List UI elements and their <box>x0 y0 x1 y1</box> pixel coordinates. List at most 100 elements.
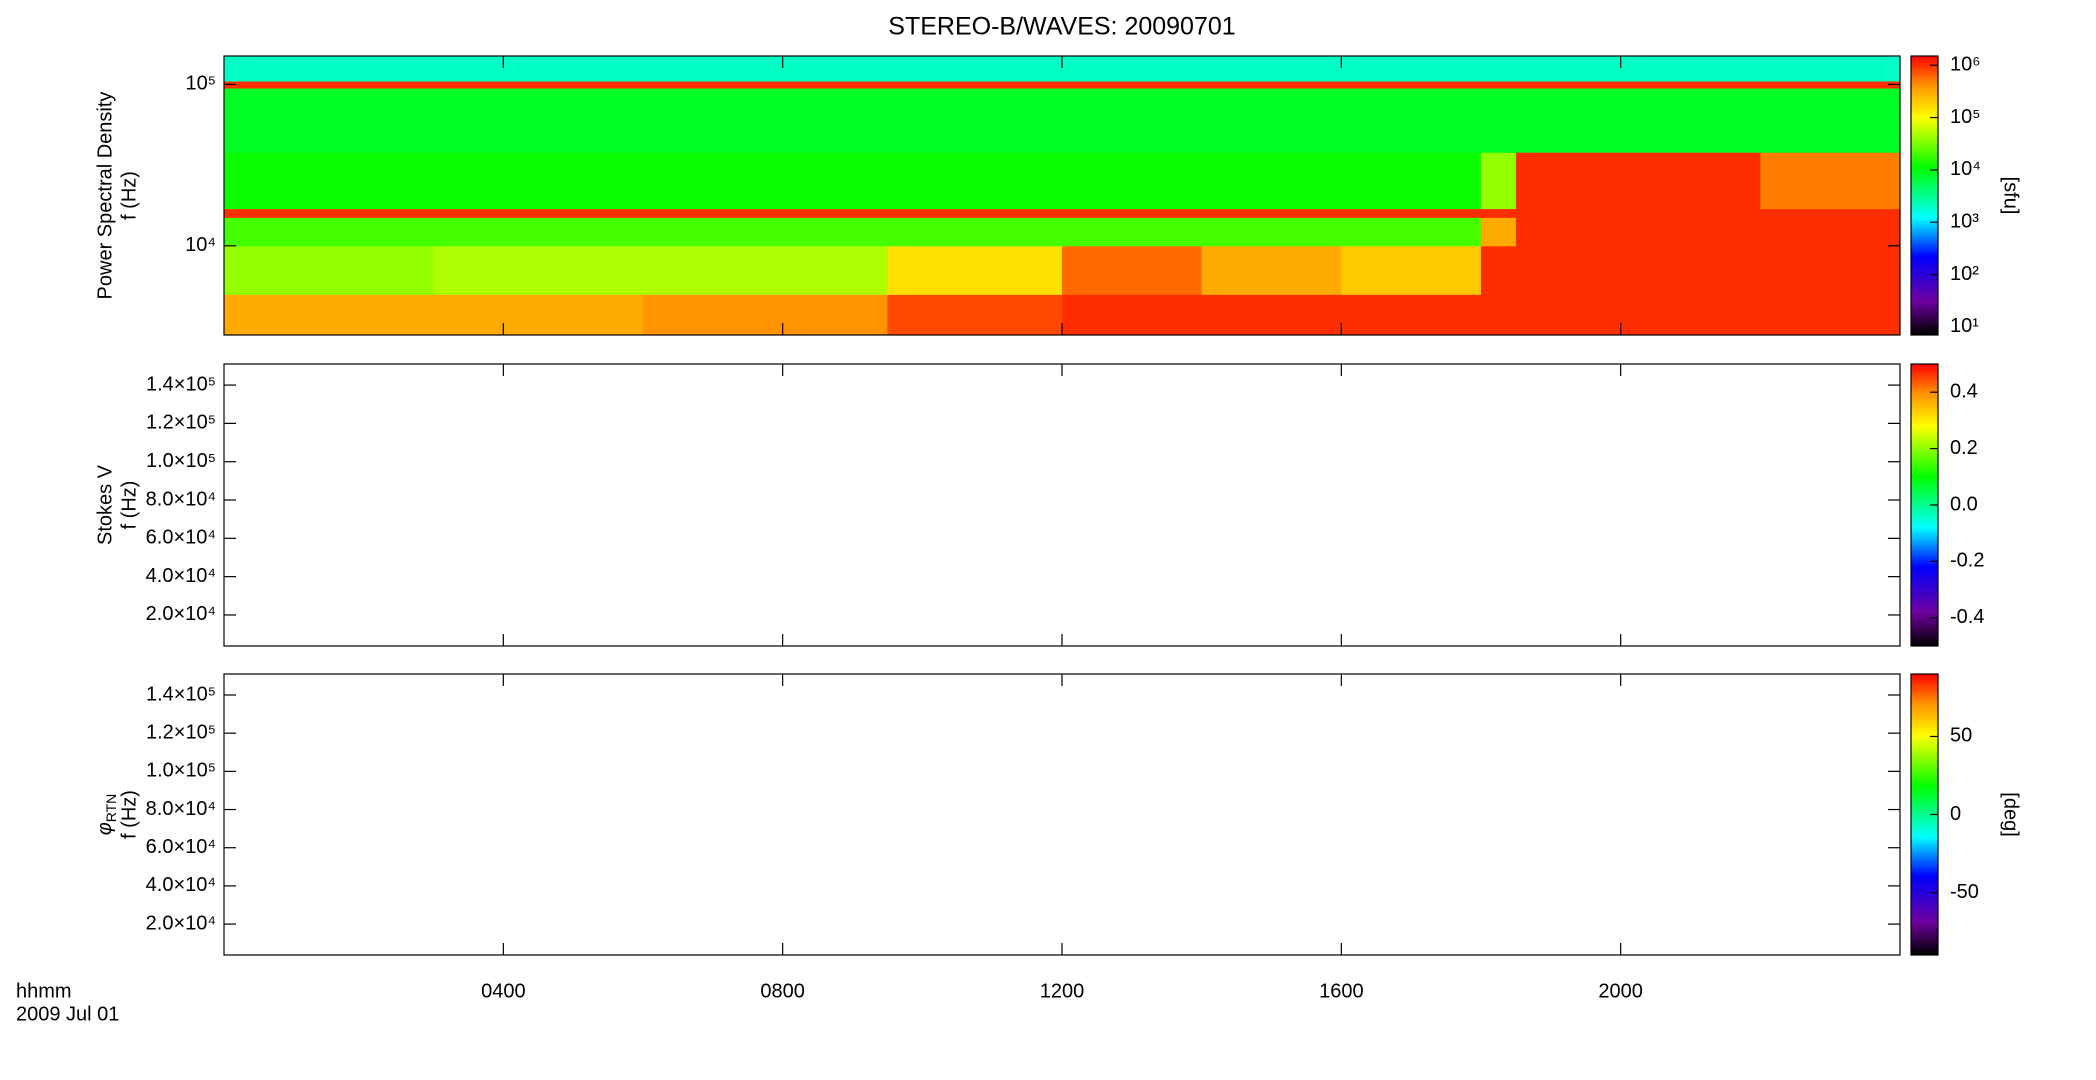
y-tick-label: 4.0×10⁴ <box>146 565 216 587</box>
heatmap-cell <box>1481 245 1517 295</box>
heatmap-cell <box>1062 152 1203 210</box>
plot-frame <box>223 673 1901 956</box>
heatmap-cell <box>1760 152 1901 210</box>
heatmap-cell <box>1515 88 1622 153</box>
y-tick-label: 1.2×10⁵ <box>146 721 216 743</box>
y-axis-label: Stokes V <box>94 464 116 545</box>
heatmap-cell <box>1515 152 1622 210</box>
heatmap-cell <box>643 80 888 89</box>
heatmap-cell <box>887 152 1063 210</box>
y-tick-label: 10⁴ <box>185 234 216 256</box>
colorbar-tick-label: -0.4 <box>1950 606 1984 628</box>
colorbar-tick-label: 0.4 <box>1950 380 1978 402</box>
heatmap-cell <box>643 56 888 82</box>
heatmap-cell <box>1481 88 1517 153</box>
heatmap-cell <box>1201 152 1342 210</box>
colorbar <box>1910 55 1939 336</box>
heatmap-cell <box>1620 245 1761 295</box>
y-tick-label: 4.0×10⁴ <box>146 874 216 896</box>
heatmap-cell <box>1062 294 1203 336</box>
heatmap-cell <box>1201 88 1342 153</box>
heatmap-cell <box>1760 80 1901 89</box>
heatmap-cell <box>887 208 1063 218</box>
heatmap-cell <box>1062 245 1203 295</box>
colorbar-tick-label: 50 <box>1950 725 1972 747</box>
heatmap-cell <box>1341 245 1482 295</box>
heatmap-cell <box>887 56 1063 82</box>
heatmap-cell <box>887 245 1063 295</box>
heatmap-cell <box>887 217 1063 247</box>
heatmap-cell <box>643 294 888 336</box>
date-label: 2009 Jul 01 <box>16 1003 119 1025</box>
heatmap-cell <box>224 217 434 247</box>
y-tick-label: 6.0×10⁴ <box>146 836 216 858</box>
heatmap-cell <box>1341 88 1482 153</box>
heatmap-cell <box>433 80 644 89</box>
heatmap-cell <box>224 294 434 336</box>
heatmap-cell <box>1760 56 1901 82</box>
y-tick-label: 8.0×10⁴ <box>146 798 216 820</box>
colorbar-tick-label: 0 <box>1950 803 1961 825</box>
heatmap-cell <box>433 294 644 336</box>
heatmap-cell <box>643 208 888 218</box>
colorbar-tick-label: 0.2 <box>1950 437 1978 459</box>
heatmap-cell <box>1481 56 1517 82</box>
chart-title: STEREO-B/WAVES: 20090701 <box>888 13 1235 41</box>
heatmap-cell <box>224 245 434 295</box>
colorbar-tick-label: 0.0 <box>1950 493 1978 515</box>
colorbar-tick-label: 10³ <box>1950 211 1979 233</box>
heatmap-cell <box>1341 208 1482 218</box>
heatmap-cell <box>1201 294 1342 336</box>
heatmap-cell <box>1341 294 1482 336</box>
heatmap-cell <box>1760 217 1901 247</box>
heatmap-cell <box>1760 245 1901 295</box>
colorbar-label: [sfu] <box>2000 177 2022 215</box>
colorbar-tick-label: 10⁶ <box>1950 53 1980 75</box>
y-tick-label: 1.2×10⁵ <box>146 412 216 434</box>
heatmap-cell <box>1201 208 1342 218</box>
heatmap-cell <box>1760 208 1901 218</box>
heatmap-cell <box>433 208 644 218</box>
y-tick-label: 10⁵ <box>185 73 216 95</box>
heatmap-cell <box>1201 217 1342 247</box>
y-axis-label: f (Hz) <box>118 481 140 530</box>
heatmap-cell <box>1481 152 1517 210</box>
heatmap-cell <box>1515 217 1622 247</box>
colorbar-tick-label: -0.2 <box>1950 550 1984 572</box>
heatmap-cell <box>1515 56 1622 82</box>
y-axis-label: f (Hz) <box>118 171 140 220</box>
y-axis-label: Power Spectral Density <box>94 92 116 300</box>
heatmap-cell <box>1341 56 1482 82</box>
heatmap-cell <box>1201 80 1342 89</box>
heatmap-cell <box>643 217 888 247</box>
heatmap-cell <box>1481 80 1517 89</box>
y-tick-label: 2.0×10⁴ <box>146 603 216 625</box>
heatmap-cell <box>1620 294 1761 336</box>
y-axis-label-symbol: φ <box>94 822 116 835</box>
heatmap-cell <box>224 56 434 82</box>
heatmap-cell <box>224 88 434 153</box>
colorbar-tick-label: -50 <box>1950 881 1979 903</box>
heatmap-cell <box>1760 88 1901 153</box>
heatmap-cell <box>1201 56 1342 82</box>
heatmap-cell <box>643 152 888 210</box>
colorbar-label: [deg] <box>2000 792 2022 836</box>
heatmap-cell <box>643 88 888 153</box>
x-tick-label: 1200 <box>1040 980 1085 1002</box>
heatmap-cell <box>887 294 1063 336</box>
heatmap-cell <box>433 152 644 210</box>
y-tick-label: 8.0×10⁴ <box>146 488 216 510</box>
heatmap-cell <box>1201 245 1342 295</box>
heatmap-cell <box>1620 152 1761 210</box>
heatmap-cell <box>1620 217 1761 247</box>
heatmap-cell <box>1062 88 1203 153</box>
heatmap-cell <box>224 80 434 89</box>
heatmap-cell <box>1481 217 1517 247</box>
x-tick-label: 1600 <box>1319 980 1364 1002</box>
heatmap-cell <box>1341 152 1482 210</box>
y-tick-label: 1.4×10⁵ <box>146 683 216 705</box>
heatmap-cell <box>1760 294 1901 336</box>
heatmap-cell <box>1620 208 1761 218</box>
